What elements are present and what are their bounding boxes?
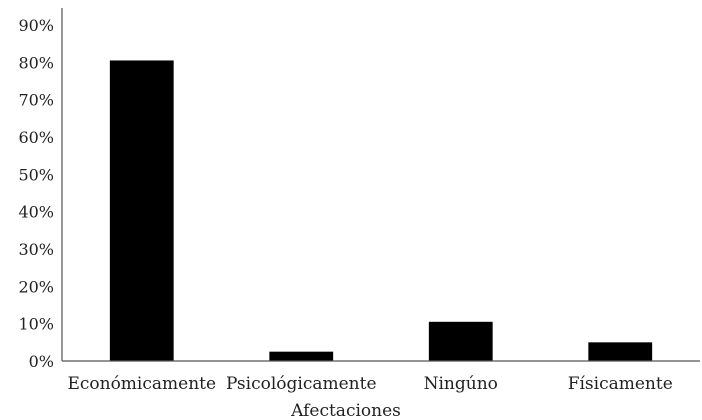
- bar: [588, 342, 653, 361]
- y-tick-label: 90%: [18, 16, 54, 35]
- y-tick-label: 20%: [18, 277, 54, 296]
- x-axis-title: Afectaciones: [290, 401, 401, 420]
- bar: [109, 60, 174, 361]
- y-tick-label: 40%: [18, 203, 54, 222]
- x-category-label: Psicológicamente: [226, 374, 377, 394]
- y-tick-label: 60%: [18, 128, 54, 147]
- bar: [428, 321, 493, 361]
- bar: [269, 351, 334, 361]
- y-tick-label: 50%: [18, 165, 54, 184]
- y-tick-label: 30%: [18, 240, 54, 259]
- y-tick-label: 80%: [18, 53, 54, 72]
- y-axis: 0% 10% 20% 30% 40% 50% 60% 70% 80% 90%: [18, 8, 63, 371]
- x-category-label: Económicamente: [67, 374, 216, 394]
- x-axis: Económicamente Psicológicamente Ningúno Fís…: [62, 360, 700, 394]
- y-tick-label: 10%: [18, 315, 54, 334]
- x-category-label: Ningúno: [424, 374, 498, 394]
- y-tick-label: 0%: [29, 352, 54, 371]
- bars: [109, 60, 653, 361]
- y-tick-label: 70%: [18, 91, 54, 110]
- x-category-label: Físicamente: [568, 374, 673, 394]
